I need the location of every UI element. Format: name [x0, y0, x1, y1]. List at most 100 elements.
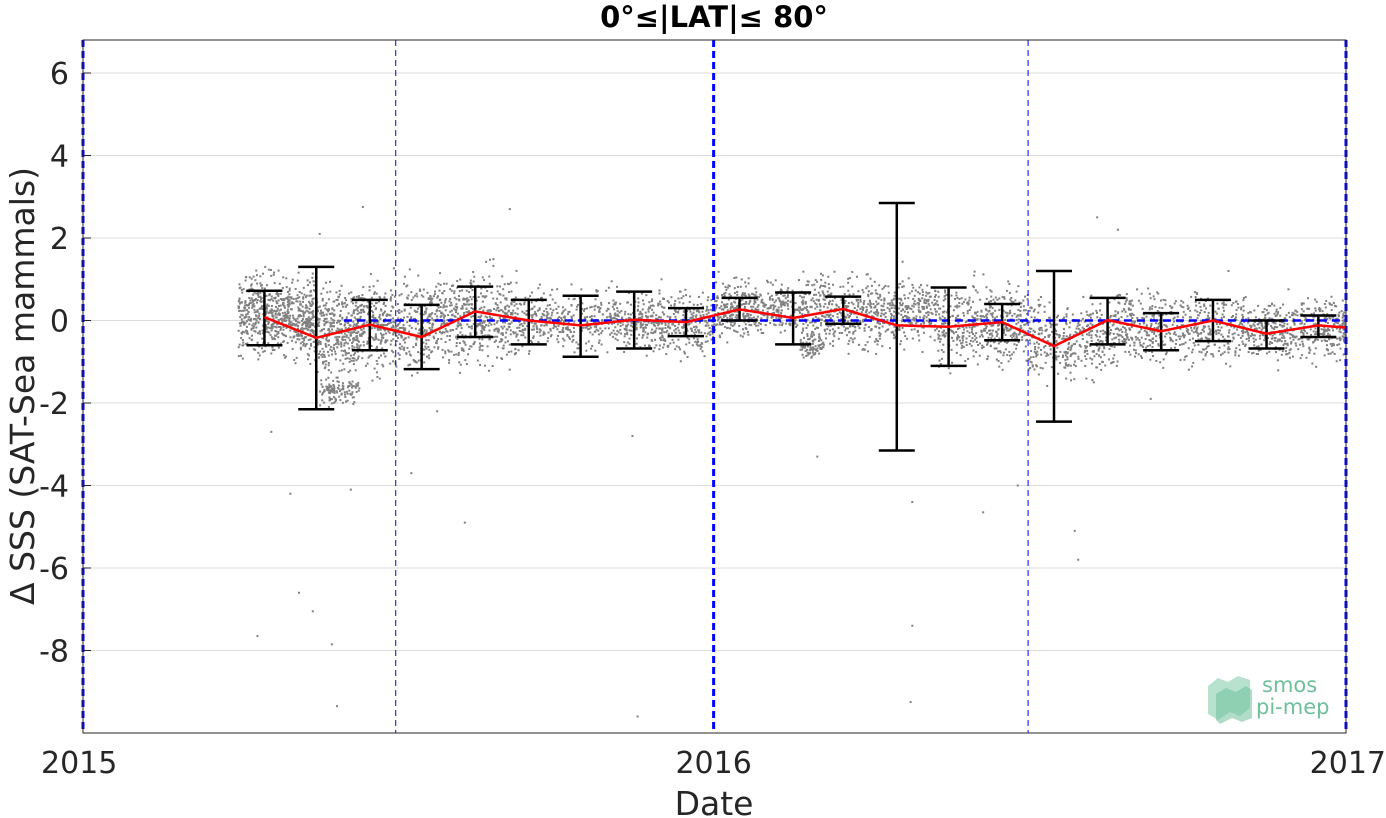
scatter-point — [803, 336, 806, 339]
scatter-point — [378, 377, 381, 380]
scatter-point — [275, 330, 278, 333]
scatter-point — [488, 282, 491, 285]
scatter-point — [277, 330, 280, 333]
scatter-point — [770, 316, 773, 319]
scatter-point — [840, 314, 843, 317]
scatter-point — [504, 336, 507, 339]
scatter-point — [915, 317, 918, 320]
scatter-point — [995, 347, 998, 350]
scatter-point — [1015, 319, 1018, 322]
scatter-point — [469, 295, 472, 298]
scatter-point — [243, 317, 246, 320]
scatter-point — [242, 309, 245, 312]
scatter-point — [810, 356, 813, 359]
scatter-point — [897, 312, 900, 315]
scatter-point — [1091, 350, 1094, 353]
scatter-point — [445, 305, 448, 308]
scatter-point — [818, 303, 821, 306]
scatter-point — [903, 348, 906, 351]
scatter-point — [688, 338, 691, 341]
scatter-point — [886, 302, 889, 305]
scatter-point — [899, 304, 902, 307]
scatter-point — [652, 311, 655, 314]
scatter-point — [253, 311, 256, 314]
scatter-point — [557, 324, 560, 327]
scatter-point — [730, 302, 733, 305]
scatter-point — [806, 348, 809, 351]
scatter-point — [331, 349, 334, 352]
scatter-point — [1066, 356, 1069, 359]
scatter-point — [1103, 347, 1106, 350]
scatter-point — [327, 344, 330, 347]
scatter-point — [299, 303, 302, 306]
scatter-point — [540, 296, 543, 299]
scatter-point — [508, 305, 511, 308]
scatter-point — [777, 306, 780, 309]
scatter-point — [250, 327, 253, 330]
scatter-point — [394, 328, 397, 331]
scatter-point — [827, 313, 830, 316]
scatter-point — [416, 371, 419, 374]
scatter-point — [514, 315, 517, 318]
scatter-point — [1103, 353, 1106, 356]
scatter-point — [520, 322, 523, 325]
scatter-point — [1015, 323, 1018, 326]
scatter-point — [921, 351, 924, 354]
scatter-point — [607, 286, 610, 289]
scatter-point — [458, 290, 461, 293]
scatter-point — [324, 363, 327, 366]
scatter-point — [523, 301, 526, 304]
scatter-point — [287, 312, 290, 315]
scatter-point — [457, 354, 460, 357]
scatter-point — [345, 400, 348, 403]
scatter-point — [343, 335, 346, 338]
scatter-point — [352, 325, 355, 328]
scatter-point — [535, 325, 538, 328]
scatter-point — [815, 298, 818, 301]
scatter-point — [611, 305, 614, 308]
scatter-point — [959, 354, 962, 357]
scatter-point — [470, 345, 473, 348]
scatter-point — [462, 298, 465, 301]
scatter-point — [252, 299, 255, 302]
scatter-point — [595, 324, 598, 327]
scatter-point — [382, 311, 385, 314]
scatter-point — [658, 322, 661, 325]
scatter-point — [396, 303, 399, 306]
scatter-point — [699, 347, 702, 350]
scatter-point — [849, 319, 852, 322]
scatter-point — [958, 327, 961, 330]
scatter-point — [465, 289, 468, 292]
scatter-point — [833, 308, 836, 311]
scatter-points — [237, 206, 1347, 718]
scatter-point — [942, 330, 945, 333]
scatter-point — [567, 310, 570, 313]
scatter-point — [774, 324, 777, 327]
scatter-point — [398, 357, 401, 360]
scatter-point — [1006, 353, 1009, 356]
scatter-point — [461, 349, 464, 352]
scatter-point — [279, 304, 282, 307]
scatter-point — [810, 330, 813, 333]
scatter-point — [984, 324, 987, 327]
scatter-point — [717, 270, 720, 273]
scatter-point — [612, 299, 615, 302]
scatter-point — [254, 323, 257, 326]
scatter-point — [237, 305, 240, 308]
scatter-point — [516, 313, 519, 316]
scatter-point — [302, 342, 305, 345]
scatter-point — [443, 314, 446, 317]
scatter-point — [563, 316, 566, 319]
scatter-point — [988, 320, 991, 323]
scatter-point — [309, 362, 312, 365]
scatter-point — [558, 315, 561, 318]
scatter-point — [1072, 343, 1075, 346]
scatter-point — [608, 315, 611, 318]
scatter-point — [918, 339, 921, 342]
scatter-point — [1006, 327, 1009, 330]
scatter-point — [733, 287, 736, 290]
scatter-point — [321, 399, 324, 402]
scatter-point — [699, 344, 702, 347]
scatter-point — [392, 351, 395, 354]
scatter-point — [558, 331, 561, 334]
